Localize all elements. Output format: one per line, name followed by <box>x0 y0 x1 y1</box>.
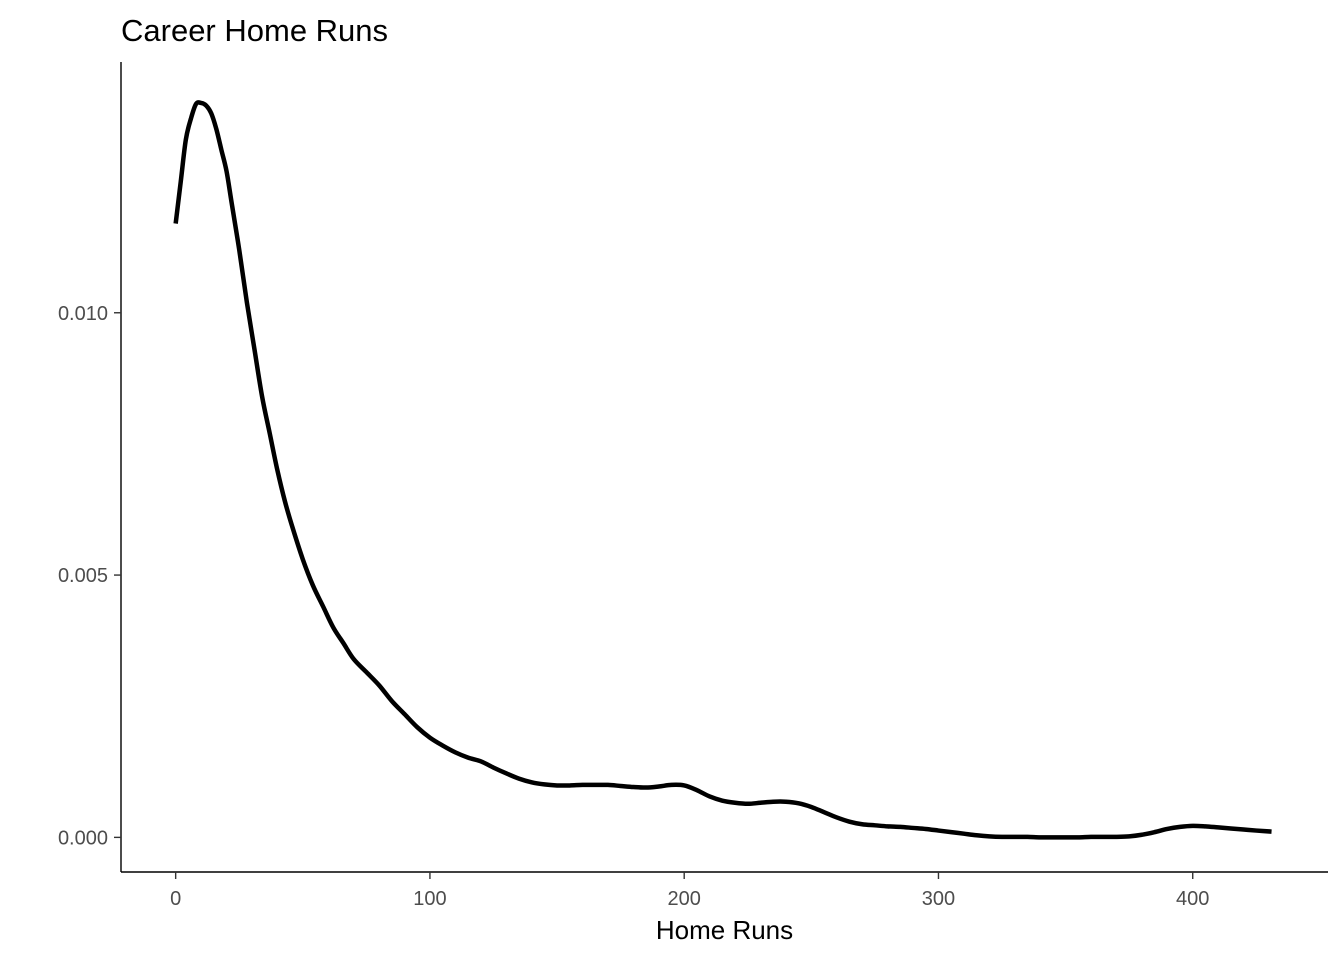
x-tick-label: 100 <box>413 888 446 910</box>
chart-title: Career Home Runs <box>121 13 388 48</box>
y-tick-label: 0.005 <box>58 565 108 587</box>
y-tick-label: 0.000 <box>58 827 108 849</box>
x-tick-label: 0 <box>170 888 181 910</box>
x-tick-label: 300 <box>922 888 955 910</box>
y-tick-label: 0.010 <box>58 303 108 325</box>
density-line <box>173 100 1272 840</box>
x-axis-title: Home Runs <box>656 915 793 945</box>
x-axis-ticks: 0 100 200 300 400 <box>170 872 1209 910</box>
y-axis-ticks: 0.000 0.005 0.010 <box>58 303 121 849</box>
x-tick-label: 200 <box>668 888 701 910</box>
x-tick-label: 400 <box>1176 888 1209 910</box>
